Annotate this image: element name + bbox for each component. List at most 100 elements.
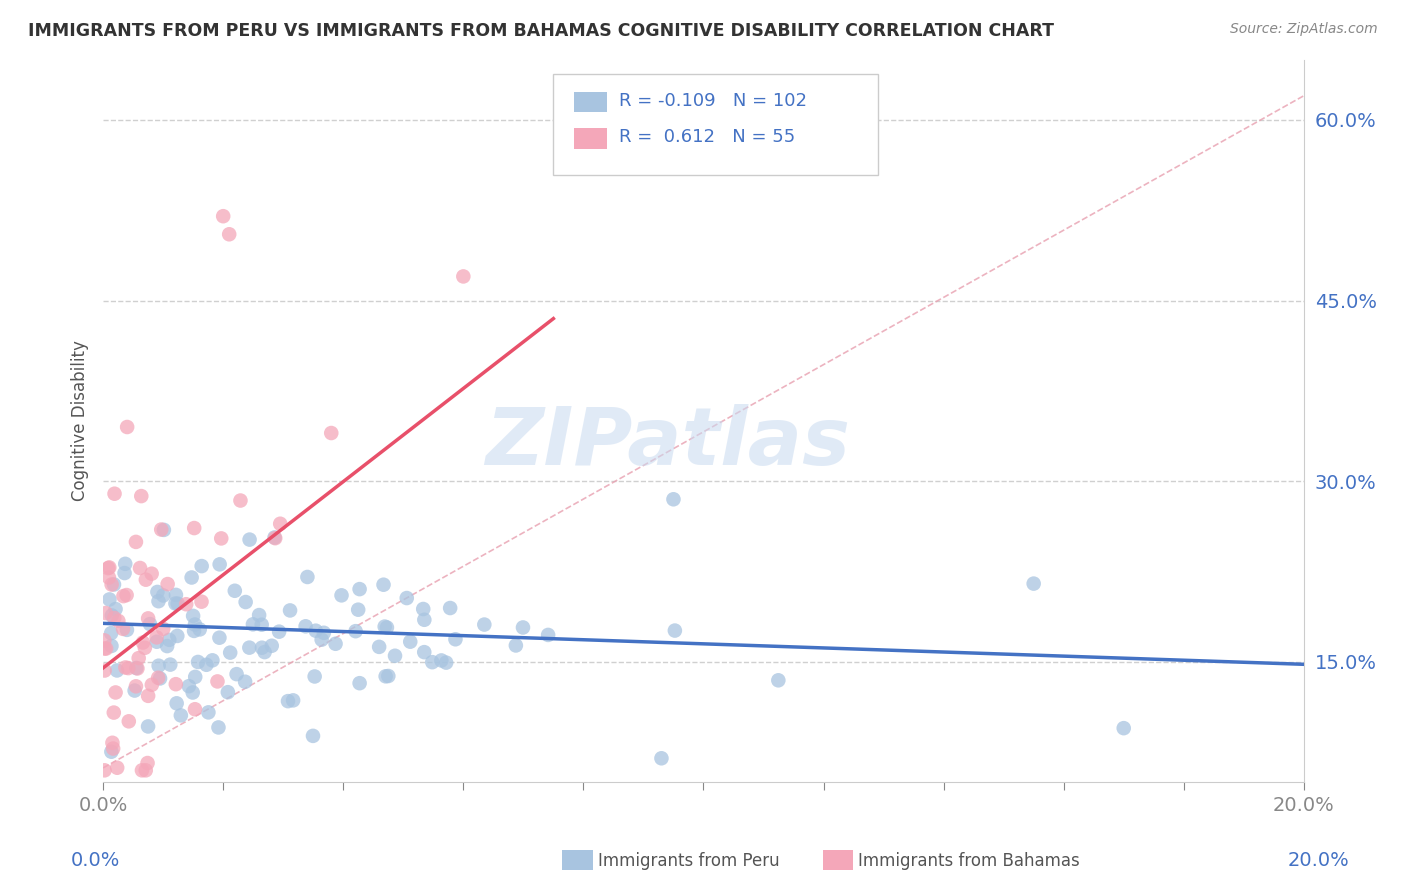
Point: [150, 523, 173, 537]
Point: [250, 617, 273, 632]
Point: [103, 706, 125, 720]
Point: [208, 631, 231, 645]
Point: [181, 608, 204, 623]
Point: [157, 632, 180, 647]
Point: [112, 622, 135, 636]
Point: [134, 640, 156, 655]
Point: [170, 708, 193, 723]
Point: [1112, 721, 1135, 735]
Point: [217, 685, 239, 699]
Point: [118, 714, 141, 729]
Point: [412, 602, 434, 616]
Point: [264, 531, 287, 545]
Point: [149, 672, 172, 686]
Point: [97, 570, 120, 584]
Point: [277, 694, 299, 708]
Point: [347, 603, 370, 617]
Point: [174, 597, 197, 611]
Point: [114, 557, 136, 571]
Point: [115, 588, 138, 602]
Point: [225, 667, 247, 681]
Point: [146, 585, 169, 599]
Point: [105, 761, 128, 775]
Point: [184, 702, 207, 716]
Point: [141, 566, 163, 581]
Point: [128, 651, 150, 665]
Point: [141, 678, 163, 692]
Text: 20.0%: 20.0%: [1288, 851, 1350, 871]
Point: [145, 631, 167, 645]
Point: [190, 559, 212, 574]
Point: [197, 706, 219, 720]
Point: [115, 420, 138, 434]
Point: [269, 516, 291, 531]
Point: [399, 634, 422, 648]
Point: [229, 493, 252, 508]
Point: [349, 676, 371, 690]
Point: [139, 617, 162, 632]
Point: [100, 626, 122, 640]
Point: [374, 669, 396, 683]
FancyBboxPatch shape: [574, 128, 607, 148]
Point: [413, 613, 436, 627]
Point: [181, 685, 204, 699]
Point: [187, 655, 209, 669]
Point: [98, 592, 121, 607]
Point: [125, 661, 148, 675]
Point: [148, 658, 170, 673]
Point: [148, 594, 170, 608]
Point: [93, 764, 115, 778]
Point: [156, 577, 179, 591]
Point: [101, 736, 124, 750]
Point: [439, 601, 461, 615]
Point: [373, 578, 395, 592]
Point: [101, 608, 124, 623]
Point: [311, 632, 333, 647]
Point: [312, 625, 335, 640]
Point: [368, 640, 391, 654]
Point: [114, 660, 136, 674]
Point: [100, 577, 122, 591]
Point: [165, 597, 187, 611]
Point: [321, 425, 343, 440]
Point: [384, 648, 406, 663]
Point: [260, 639, 283, 653]
Point: [664, 624, 686, 638]
Point: [420, 655, 443, 669]
FancyBboxPatch shape: [554, 74, 877, 175]
Point: [165, 588, 187, 602]
Point: [129, 561, 152, 575]
Point: [184, 617, 207, 632]
Point: [253, 645, 276, 659]
Text: Immigrants from Bahamas: Immigrants from Bahamas: [858, 852, 1080, 870]
Point: [453, 269, 475, 284]
Text: Immigrants from Peru: Immigrants from Peru: [598, 852, 779, 870]
Point: [93, 641, 115, 656]
Text: Source: ZipAtlas.com: Source: ZipAtlas.com: [1230, 22, 1378, 37]
Point: [263, 531, 285, 545]
Text: 0.0%: 0.0%: [70, 851, 120, 871]
Point: [650, 751, 672, 765]
Text: IMMIGRANTS FROM PERU VS IMMIGRANTS FROM BAHAMAS COGNITIVE DISABILITY CORRELATION: IMMIGRANTS FROM PERU VS IMMIGRANTS FROM …: [28, 22, 1054, 40]
Point: [135, 573, 157, 587]
Point: [93, 664, 115, 678]
Text: R =  0.612   N = 55: R = 0.612 N = 55: [620, 128, 796, 146]
Point: [238, 640, 260, 655]
Point: [195, 657, 218, 672]
Point: [101, 741, 124, 756]
Point: [395, 591, 418, 605]
Point: [281, 693, 304, 707]
Point: [156, 639, 179, 653]
Point: [180, 570, 202, 584]
Point: [104, 685, 127, 699]
Point: [103, 611, 125, 625]
Point: [152, 622, 174, 636]
Point: [201, 653, 224, 667]
Point: [235, 595, 257, 609]
Point: [208, 558, 231, 572]
Point: [183, 521, 205, 535]
Point: [166, 696, 188, 710]
Point: [662, 492, 685, 507]
Point: [375, 620, 398, 634]
Text: R = -0.109   N = 102: R = -0.109 N = 102: [620, 92, 807, 110]
